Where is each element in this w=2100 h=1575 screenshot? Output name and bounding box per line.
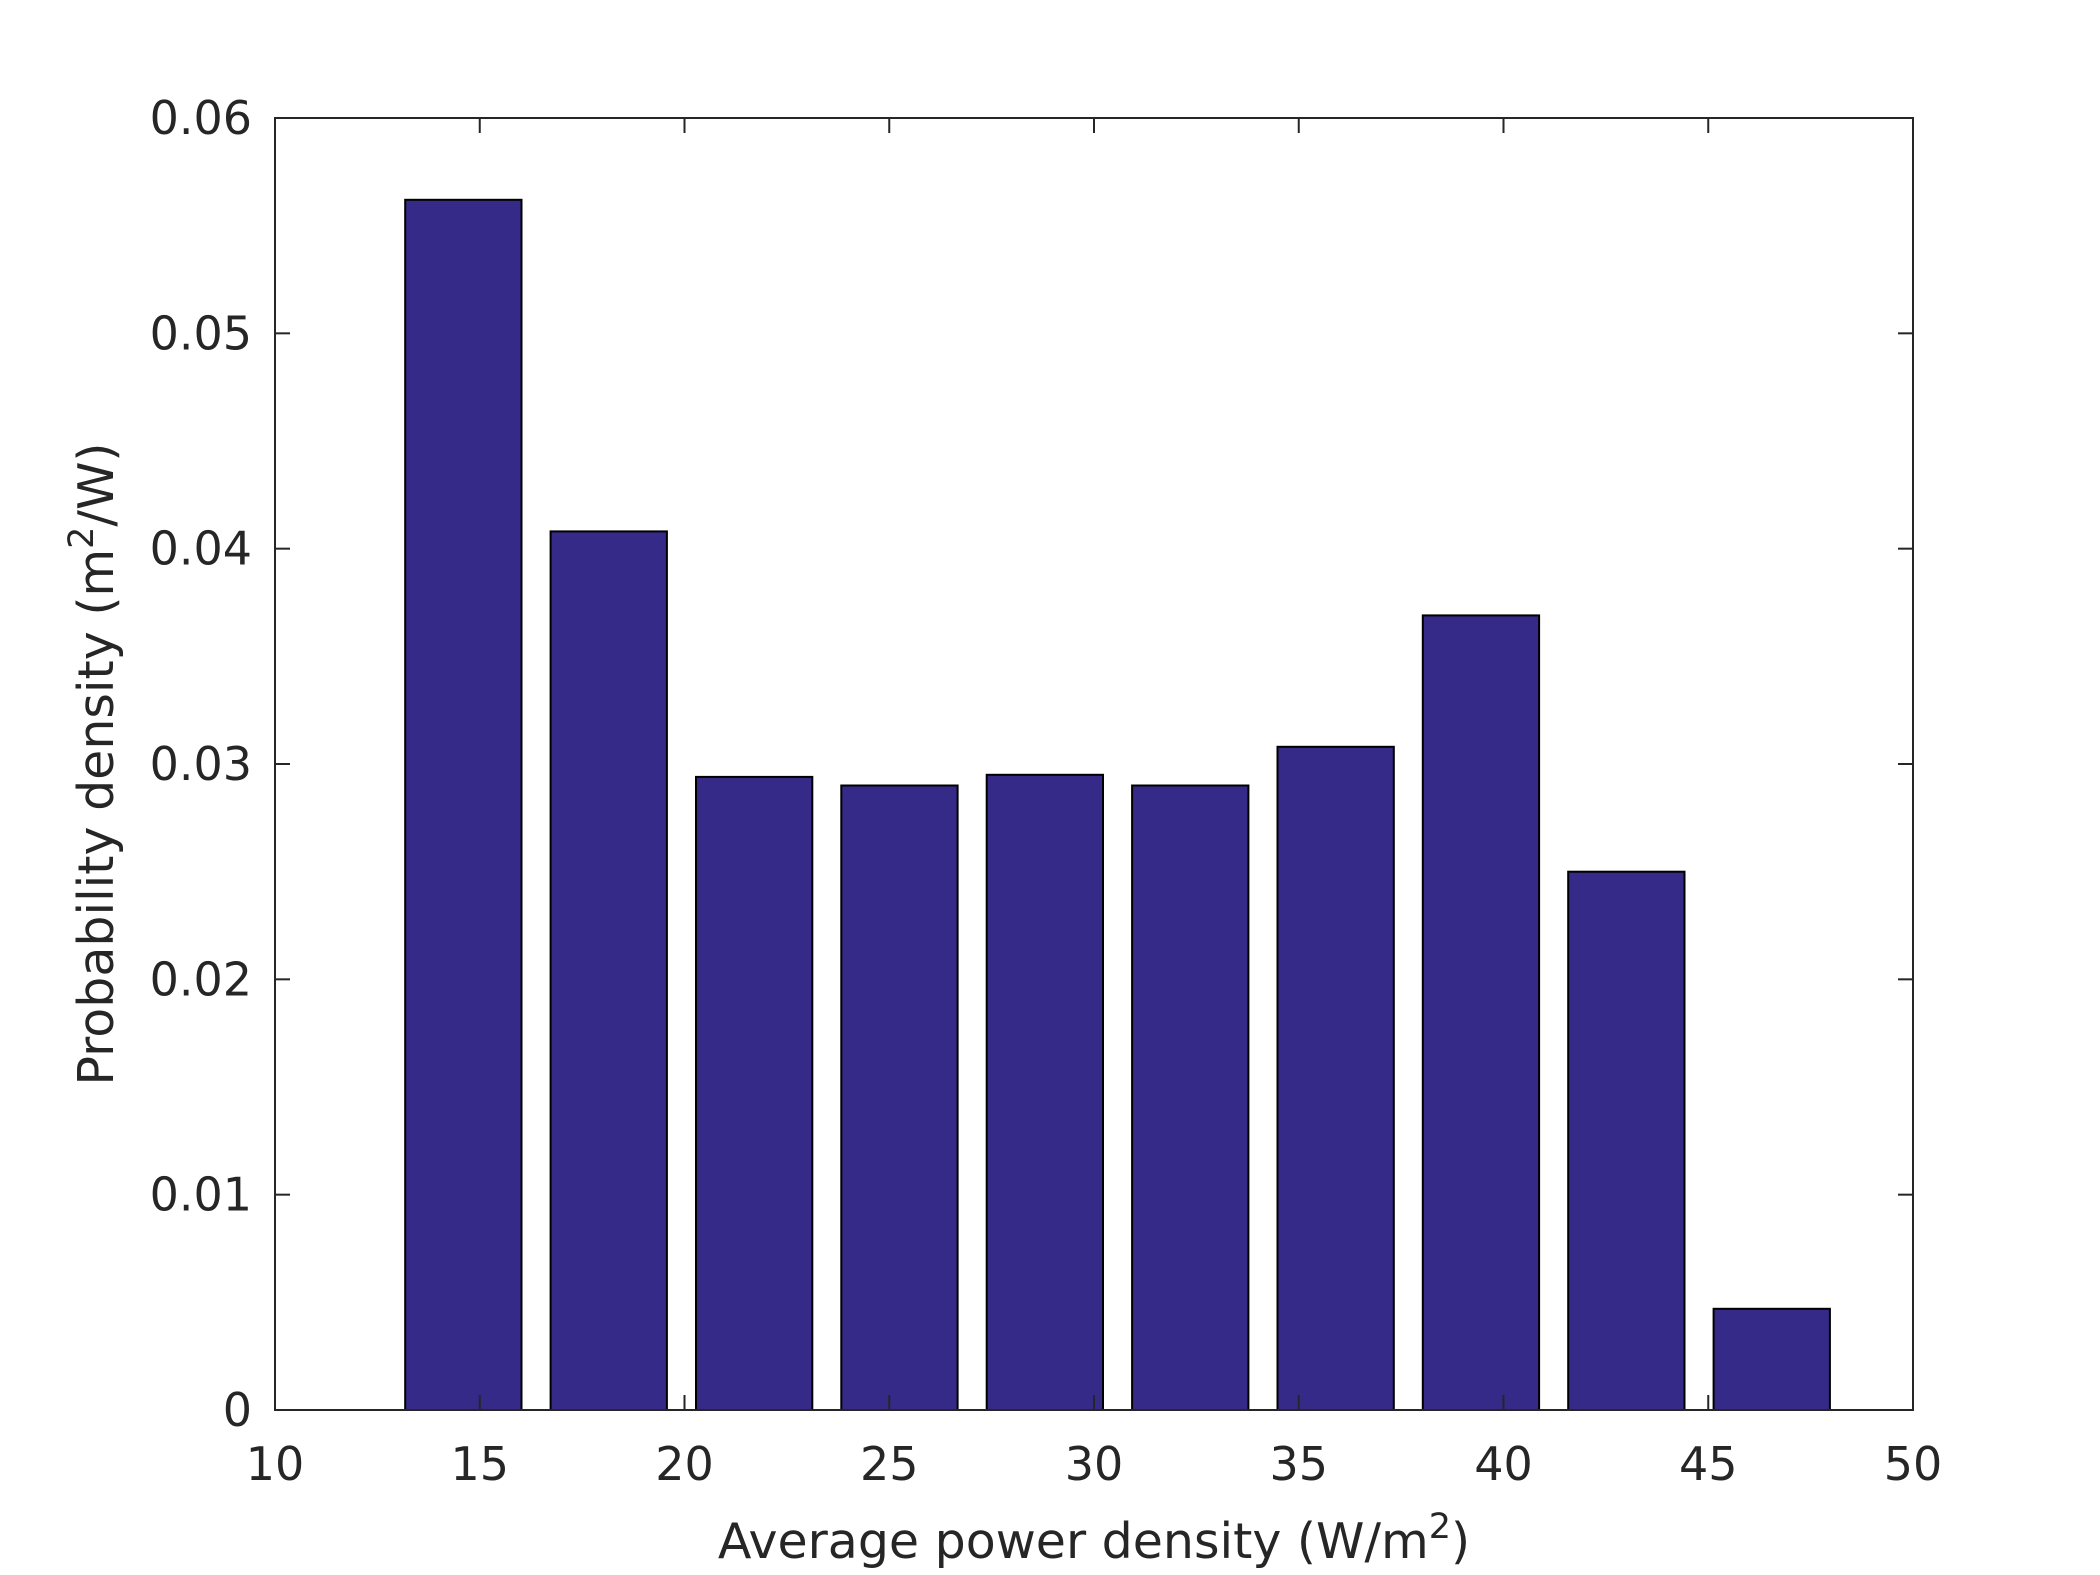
x-tick-label: 35	[1269, 1437, 1328, 1491]
bar-3	[695, 775, 814, 1411]
y-tick-label: 0	[223, 1383, 252, 1437]
bar-8	[1421, 614, 1541, 1411]
y-tick-label: 0.05	[150, 306, 252, 360]
bar-2	[549, 530, 668, 1411]
bar-6	[1131, 784, 1250, 1411]
axes-box	[274, 117, 1914, 1411]
y-tick-label: 0.04	[150, 522, 252, 576]
x-tick-label: 25	[860, 1437, 919, 1491]
x-tick-label: 10	[246, 1437, 305, 1491]
bar-5	[985, 773, 1105, 1411]
bar-10	[1712, 1307, 1831, 1412]
x-axis-label: Average power density (W/m2)	[718, 1507, 1470, 1570]
bar-1	[404, 198, 523, 1411]
y-tick-label: 0.01	[150, 1168, 252, 1222]
x-tick-label: 15	[450, 1437, 509, 1491]
x-tick-label: 50	[1884, 1437, 1943, 1491]
bar-9	[1567, 870, 1686, 1411]
bar-4	[840, 784, 959, 1411]
bars-group	[404, 198, 1831, 1412]
x-tick-label: 30	[1065, 1437, 1124, 1491]
x-tick-label: 20	[655, 1437, 714, 1491]
y-axis-label: Probability density (m2/W)	[62, 442, 125, 1085]
bar-7	[1276, 745, 1395, 1411]
x-tick-label: 40	[1474, 1437, 1533, 1491]
x-tick-label: 45	[1679, 1437, 1738, 1491]
y-tick-label: 0.02	[150, 952, 252, 1006]
y-tick-label: 0.06	[150, 91, 252, 145]
y-tick-label: 0.03	[150, 737, 252, 791]
tick-labels-group: 10 15 20 25 30 35 40 45 50 0 0.01 0.02 0.03 0.04 0.05 0…	[150, 91, 1943, 1491]
